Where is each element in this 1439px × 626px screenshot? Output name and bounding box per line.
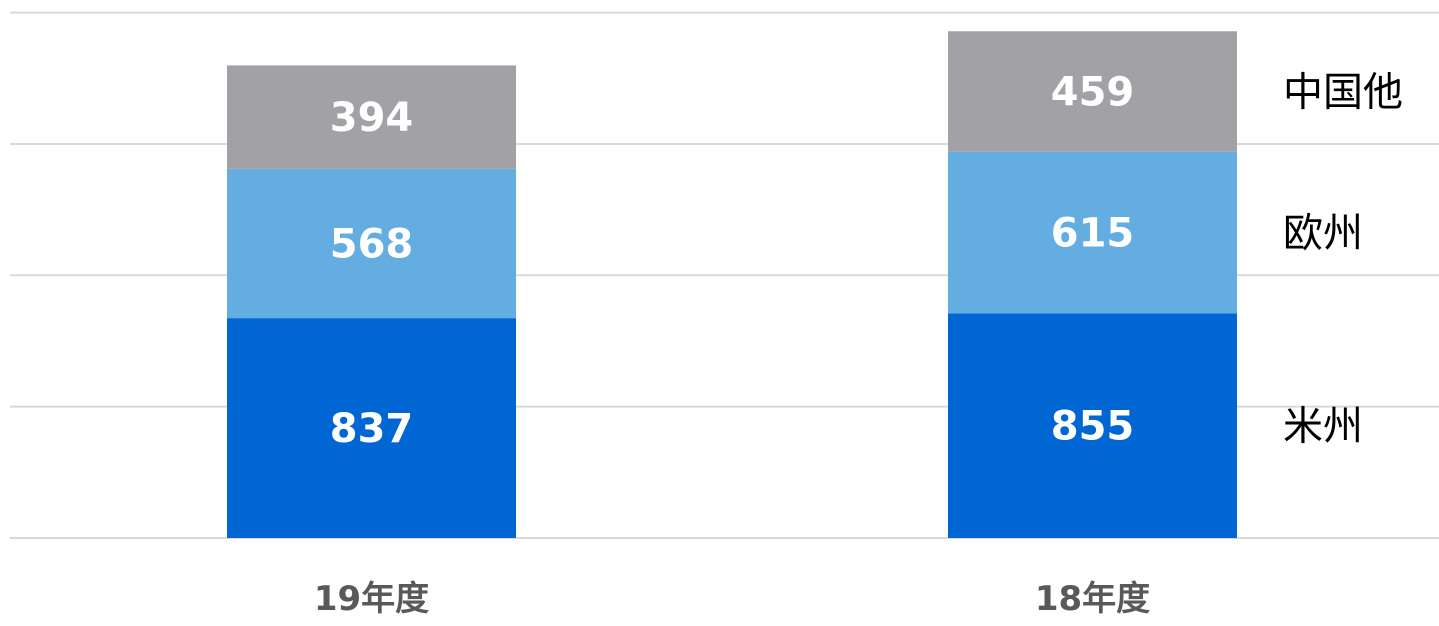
data-label: 394 xyxy=(330,95,414,141)
series-label: 欧州 xyxy=(1283,211,1363,257)
data-label: 837 xyxy=(330,406,414,452)
bar-segment xyxy=(227,168,516,319)
category-label: 19年度 xyxy=(314,579,429,619)
data-label: 855 xyxy=(1051,404,1135,450)
data-label: 568 xyxy=(330,222,414,268)
category-labels: 19年度 18年度 xyxy=(314,579,1150,619)
bar-segment xyxy=(948,31,1237,152)
series-label: 中国他 xyxy=(1283,70,1403,116)
series-label: 米州 xyxy=(1283,404,1363,450)
category-label: 18年度 xyxy=(1035,579,1150,619)
bar-segment xyxy=(948,313,1237,538)
bar-segment xyxy=(227,318,516,538)
bar-segment xyxy=(948,151,1237,314)
data-label: 459 xyxy=(1051,70,1135,116)
bar-segment xyxy=(227,65,516,169)
bars: 837 568 394 855 615 459 xyxy=(227,31,1237,538)
data-label: 615 xyxy=(1051,211,1135,257)
